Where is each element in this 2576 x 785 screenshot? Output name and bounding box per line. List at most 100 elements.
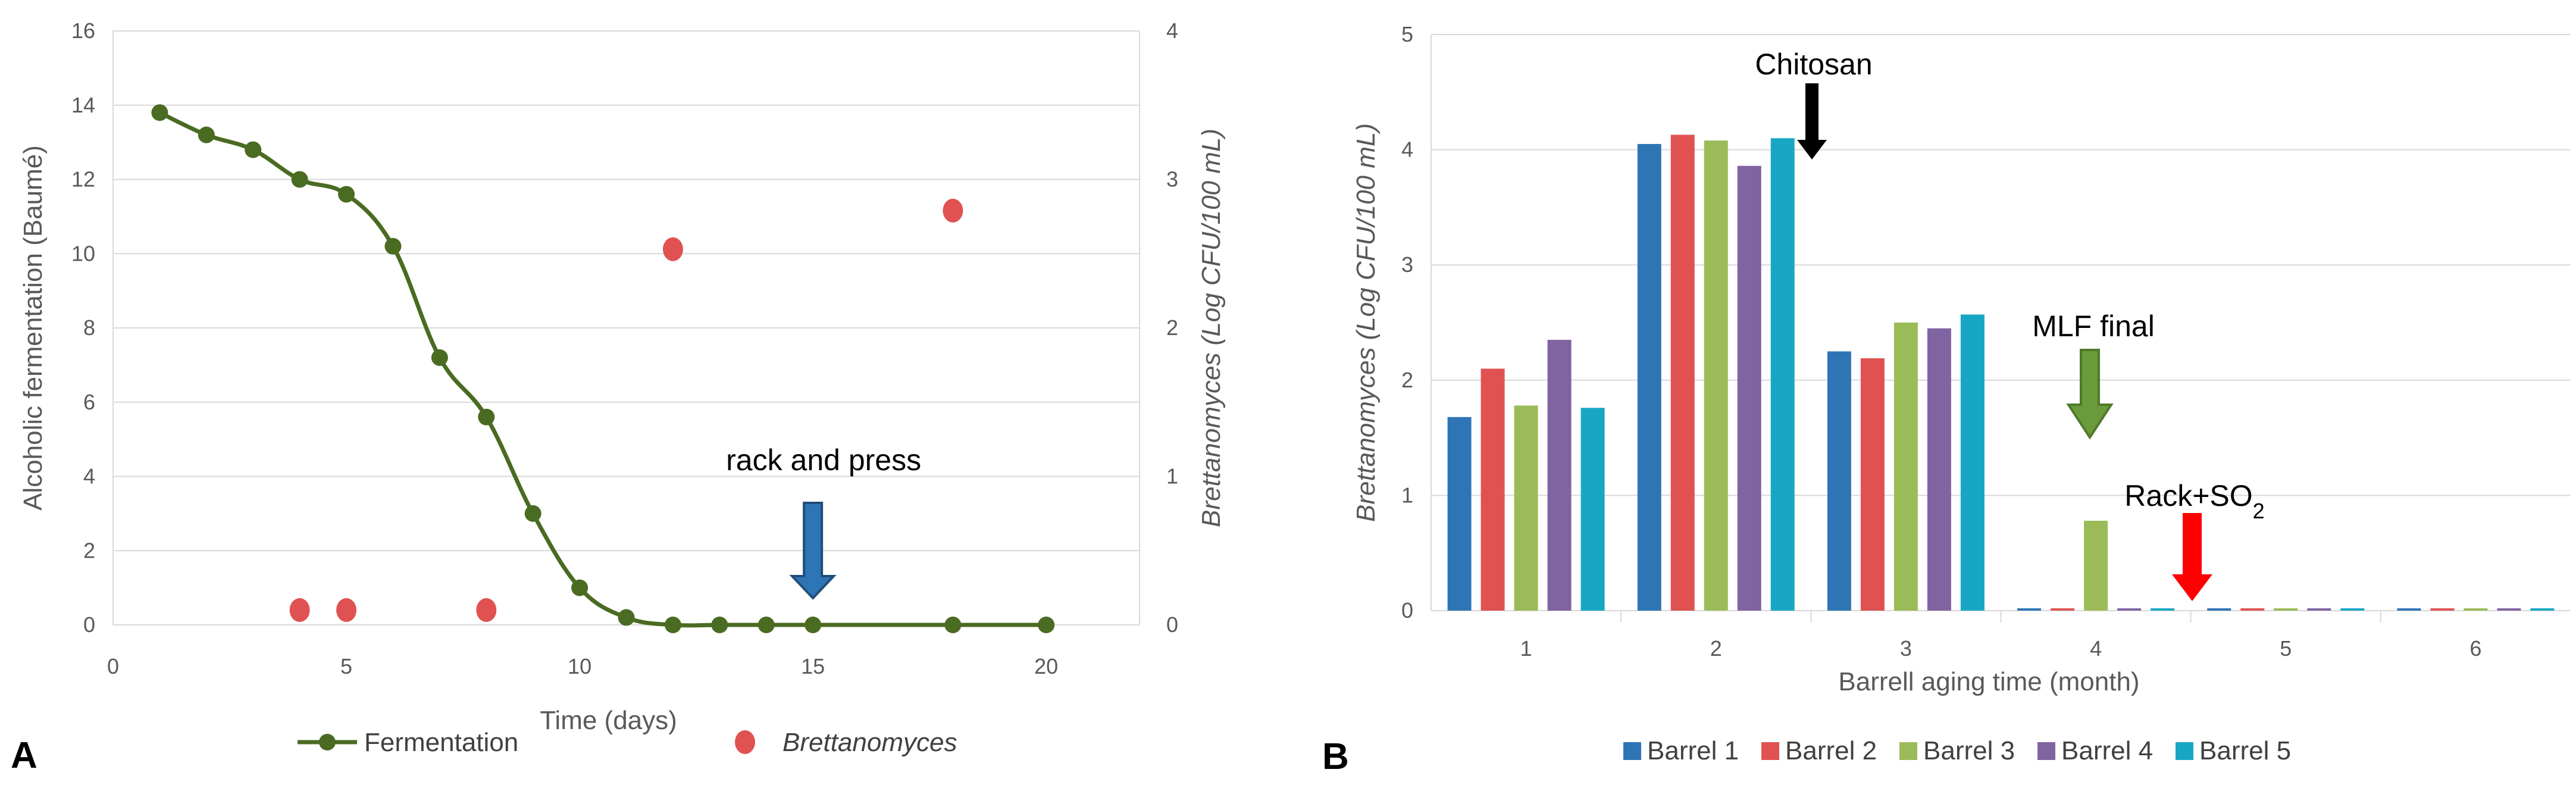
legend-swatch [1899,742,1917,760]
annotation-chitosan: Chitosan [1755,48,1872,81]
bar [1893,323,1918,611]
fermentation-point [291,171,308,188]
bar [2430,608,2455,611]
y-tick-label: 5 [1401,22,1413,46]
fermentation-point [524,505,542,522]
bar [2017,608,2042,611]
bar [1514,405,1538,611]
bar [2207,608,2231,611]
brettanomyces-point [289,598,310,623]
y-axis-title: Brettanomyces (Log CFU/100 mL) [1351,123,1381,522]
y2-tick-label: 4 [1166,18,1178,43]
mlf-final-arrow [2066,349,2114,440]
bar [1960,314,1985,611]
brettanomyces-point [662,237,683,261]
y-tick-label: 10 [71,241,95,265]
y-tick-label: 8 [83,315,95,340]
brettanomyces-point [336,598,357,623]
bar [2397,608,2421,611]
legend-label: Barrel 3 [1923,736,2015,765]
bar [1770,138,1795,611]
panel-b-chart: 0 1 2 3 4 5 1 2 3 4 5 6 Brettanomyces (Log CFU/100 m… [1322,22,2571,777]
bar [1860,358,1885,611]
y2-tick-label: 2 [1166,315,1178,340]
annotation-rack-so2-main: Rack+SO [2124,479,2252,512]
bar [1547,340,1572,611]
y-tick-label: 4 [1401,137,1413,162]
rack-so2-arrow [2172,513,2212,601]
fermentation-point [711,617,728,633]
x-tick-label: 6 [2469,636,2481,661]
x-tick-label: 5 [2280,636,2292,661]
fermentation-point [571,579,589,596]
x-axis-title: Barrell aging time (month) [1838,667,2139,696]
bar [1637,143,1661,611]
y-tick-label: 1 [1401,483,1413,507]
fermentation-point [758,617,775,633]
bar [1670,135,1695,611]
fermentation-point [198,126,215,143]
x-tick-label: 15 [801,654,825,678]
brettanomyces-point [476,598,497,623]
y2-tick-label: 0 [1166,612,1178,637]
bar [2274,608,2298,611]
bar [1927,328,1951,611]
y-tick-label: 6 [83,390,95,414]
bar [2240,608,2265,611]
annotation-rack-so2: Rack+SO2 [2124,479,2264,523]
legend-label: Barrel 1 [1647,736,1739,765]
fermentation-point [944,617,962,633]
y-tick-label: 3 [1401,252,1413,277]
legend-brettanomyces-label: Brettanomyces [782,728,957,757]
rack-and-press-arrow [789,502,837,600]
y-tick-label: 12 [71,167,95,192]
y2-axis-title: Brettanomyces (Log CFU/100 mL) [1197,129,1226,527]
legend-fermentation-label: Fermentation [364,728,518,757]
bar [2530,608,2555,611]
legend-label: Barrel 2 [1785,736,1877,765]
fermentation-series-line [158,111,1047,628]
x-tick-label: 4 [2090,636,2102,661]
y-tick-label: 2 [1401,368,1413,392]
x-tick-label: 3 [1900,636,1912,661]
x-tick-label: 10 [568,654,591,678]
fermentation-point [618,609,635,626]
panel-label-a: A [11,735,37,776]
fermentation-point [478,408,495,426]
bar [1704,140,1728,611]
fermentation-point [338,186,355,203]
legend-brettanomyces-marker [735,730,755,754]
y-tick-label: 4 [83,464,95,489]
bar [2497,608,2521,611]
y-tick-label: 14 [71,93,95,117]
fermentation-point [151,104,168,121]
annotation-rack-and-press: rack and press [726,443,921,477]
legend-label: Barrel 4 [2061,736,2153,765]
fermentation-point [245,141,262,158]
y-tick-label: 16 [71,18,95,43]
y-tick-label: 0 [83,612,95,637]
x-tick-label: 1 [1520,636,1532,661]
bar [1481,368,1505,611]
y-tick-label: 2 [83,538,95,562]
bar [1580,408,1605,611]
bar [2464,608,2488,611]
x-tick-label: 20 [1034,654,1058,678]
y2-tick-label: 3 [1166,167,1178,192]
bar [2307,608,2331,611]
y-tick-label: 0 [1401,598,1413,623]
bar [1737,165,1761,611]
legend-fermentation-marker [319,734,336,750]
x-tick-label: 2 [1710,636,1722,661]
fermentation-point [805,617,822,633]
fermentation-point [384,237,402,255]
x-tick-label: 5 [340,654,352,678]
bar [2117,608,2142,611]
x-axis-title: Time (days) [540,706,677,735]
legend-swatch [1623,742,1641,760]
fermentation-point [664,617,681,633]
annotation-mlf-final: MLF final [2032,309,2155,343]
y2-tick-label: 1 [1166,464,1178,489]
